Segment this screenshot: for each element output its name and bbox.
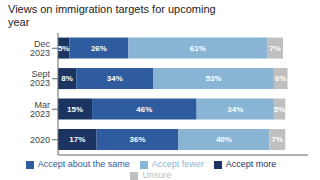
svg-text:26%: 26% — [91, 44, 107, 53]
html-text:Accept about the same: Accept about the same — [37, 159, 130, 169]
svg-text:46%: 46% — [136, 105, 152, 114]
svg-text:Sept2023: Sept2023 — [30, 69, 51, 88]
svg-text:5%: 5% — [58, 44, 70, 53]
svg-text:2020: 2020 — [30, 135, 50, 145]
svg-text:6%: 6% — [275, 74, 287, 83]
svg-text:40%: 40% — [216, 135, 232, 144]
svg-text:7%: 7% — [269, 44, 281, 53]
svg-text:Dec2023: Dec2023 — [30, 39, 51, 58]
html-text:Views on immigration targets f: Views on immigration targets for upcomin… — [8, 3, 216, 28]
svg-text:34%: 34% — [227, 105, 243, 114]
svg-text:53%: 53% — [206, 74, 222, 83]
svg-text:15%: 15% — [67, 105, 83, 114]
svg-text:5%: 5% — [274, 105, 286, 114]
html-text:Accept fewer: Accept fewer — [151, 159, 204, 169]
html-text:Unsure: Unsure — [142, 170, 172, 180]
svg-text:7%: 7% — [272, 135, 284, 144]
svg-text:Mar2023: Mar2023 — [30, 100, 50, 119]
svg-text:61%: 61% — [190, 44, 206, 53]
svg-text:36%: 36% — [130, 135, 146, 144]
svg-text:17%: 17% — [69, 135, 85, 144]
html-text:Accept more: Accept more — [225, 159, 277, 169]
svg-text:8%: 8% — [61, 74, 73, 83]
svg-text:34%: 34% — [107, 74, 123, 83]
